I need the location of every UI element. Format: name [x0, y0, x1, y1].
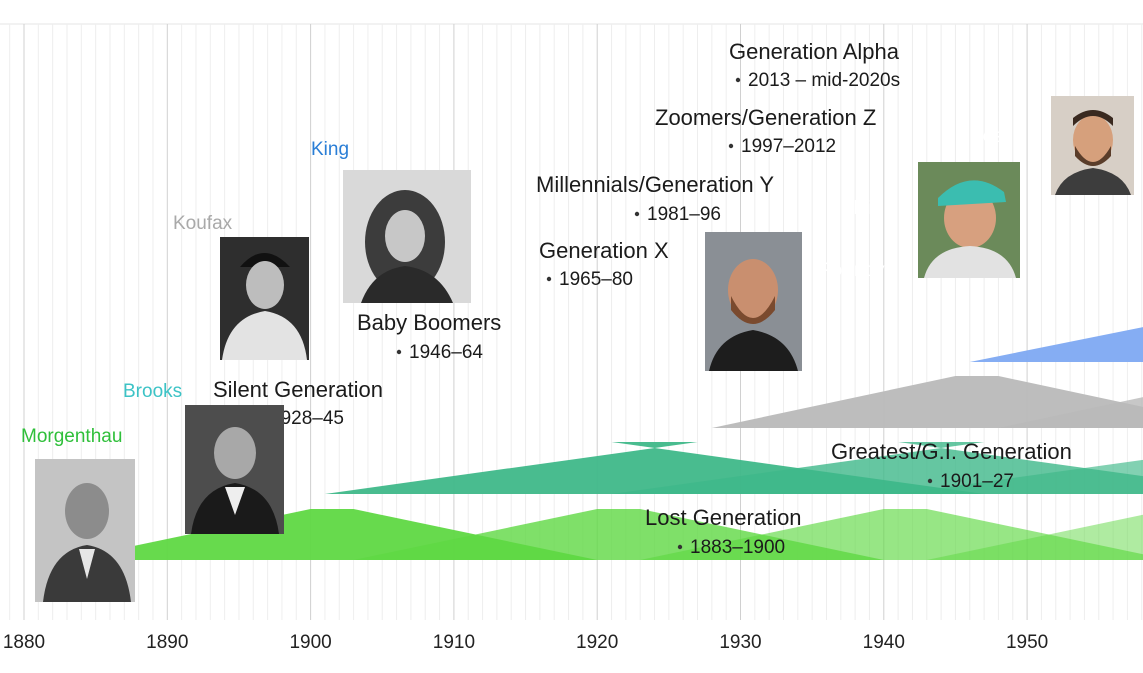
- koufax-photo: [220, 237, 309, 360]
- generation-name: Lost Generation: [645, 505, 802, 530]
- generation-years: 2013 – mid-2020s: [748, 70, 900, 91]
- person-label-brooks: Brooks: [123, 381, 182, 402]
- generation-years: 1965–80: [559, 269, 633, 290]
- life-stage-4: [926, 514, 1143, 560]
- generation-name: Generation X: [539, 238, 669, 263]
- x-tick-label: 1930: [719, 632, 761, 653]
- generation-years: 1946–64: [409, 342, 483, 363]
- generation-years: 1981–96: [647, 204, 721, 225]
- bullet-icon: [728, 143, 734, 149]
- klein-photo: [918, 162, 1020, 278]
- generation-years: 1883–1900: [690, 537, 785, 558]
- brooks-photo: [185, 405, 284, 534]
- band-lost-generation: [66, 509, 1143, 560]
- bullet-icon: [677, 544, 683, 550]
- x-tick-label: 1880: [3, 632, 45, 653]
- person-label-klein: Klein: [841, 198, 883, 219]
- generation-name: Greatest/G.I. Generation: [831, 439, 1072, 464]
- person-label-morgenthau: Morgenthau: [21, 426, 122, 447]
- bullet-icon: [396, 349, 402, 355]
- generation-years: 1997–2012: [741, 136, 836, 157]
- person-labels: Morgenthau Brooks Koufax King Portnoy Klein Ro…: [21, 126, 1012, 447]
- bullet-icon: [927, 478, 933, 484]
- person-label-king: King: [311, 139, 349, 160]
- x-tick-label: 1890: [146, 632, 188, 653]
- life-stage-3: [898, 459, 1143, 494]
- generation-years: 1901–27: [940, 471, 1014, 492]
- x-tick-label: 1950: [1006, 632, 1048, 653]
- generation-name: Generation Alpha: [729, 39, 900, 64]
- life-stage-1: [711, 376, 1143, 428]
- life-stage-1: [969, 327, 1143, 362]
- band-baby-boomers: [969, 327, 1143, 362]
- ross-photo: [1051, 96, 1134, 195]
- generation-years: 1928–45: [270, 408, 344, 429]
- person-label-ross: Ross: [969, 126, 1012, 147]
- generation-bands: [66, 327, 1143, 560]
- x-axis: 1880189019001910192019301940195019601970…: [3, 632, 1048, 653]
- band-greatest-g-i-generation: [324, 442, 1143, 494]
- generation-labels: Lost Generation 1883–1900 Greatest/G.I. Ge…: [213, 39, 1072, 558]
- person-label-portnoy: Portnoy: [819, 260, 885, 281]
- x-tick-label: 1900: [289, 632, 331, 653]
- x-tick-label: 1940: [863, 632, 905, 653]
- x-tick-label: 1910: [433, 632, 475, 653]
- bullet-icon: [634, 211, 640, 217]
- king-photo: [343, 170, 471, 303]
- portnoy-photo: [705, 232, 802, 371]
- person-label-koufax: Koufax: [173, 213, 233, 234]
- bullet-icon: [735, 77, 741, 83]
- bullet-icon: [546, 276, 552, 282]
- generation-name: Zoomers/Generation Z: [655, 105, 876, 130]
- morgenthau-photo: [35, 459, 135, 602]
- life-stage-2: [998, 397, 1143, 428]
- generation-name: Baby Boomers: [357, 310, 501, 335]
- generation-name: Millennials/Generation Y: [536, 172, 774, 197]
- band-silent-generation: [711, 376, 1143, 428]
- generation-name: Silent Generation: [213, 377, 383, 402]
- x-tick-label: 1920: [576, 632, 618, 653]
